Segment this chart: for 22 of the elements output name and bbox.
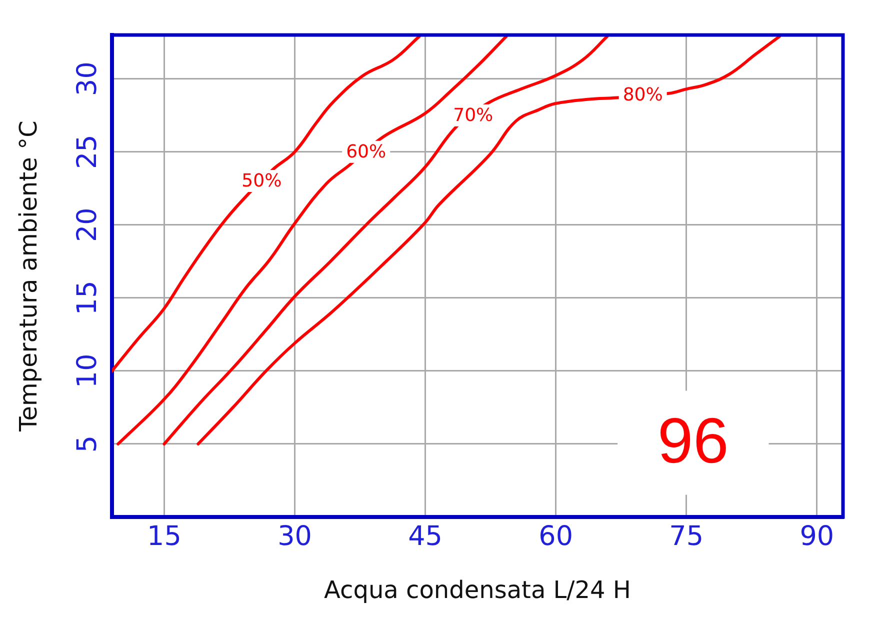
x-tick-label: 60 [538,521,573,552]
y-tick-label: 10 [72,354,103,388]
y-axis-title: Temperatura ambiente °C [14,120,43,432]
annotation: 80% [622,84,663,106]
y-tick-label: 5 [72,435,103,453]
y-tick-label: 15 [72,280,103,316]
line-series [162,35,609,446]
y-tick-label: 20 [72,208,103,242]
annotation: 50% [242,170,282,192]
x-tick-label: 30 [278,521,312,552]
line-series [116,35,508,446]
x-tick-label: 45 [408,521,442,552]
line-series [112,35,421,372]
annotation: 60% [346,142,386,163]
x-axis-title: Acqua condensata L/24 H [324,576,631,604]
y-tick-label: 25 [72,134,103,170]
annotation: 70% [453,105,494,126]
y-tick-label: 30 [72,62,103,96]
annotation: 96 [658,404,729,476]
x-tick-label: 90 [800,521,834,552]
x-tick-label: 75 [669,521,704,552]
x-tick-label: 15 [147,521,182,552]
